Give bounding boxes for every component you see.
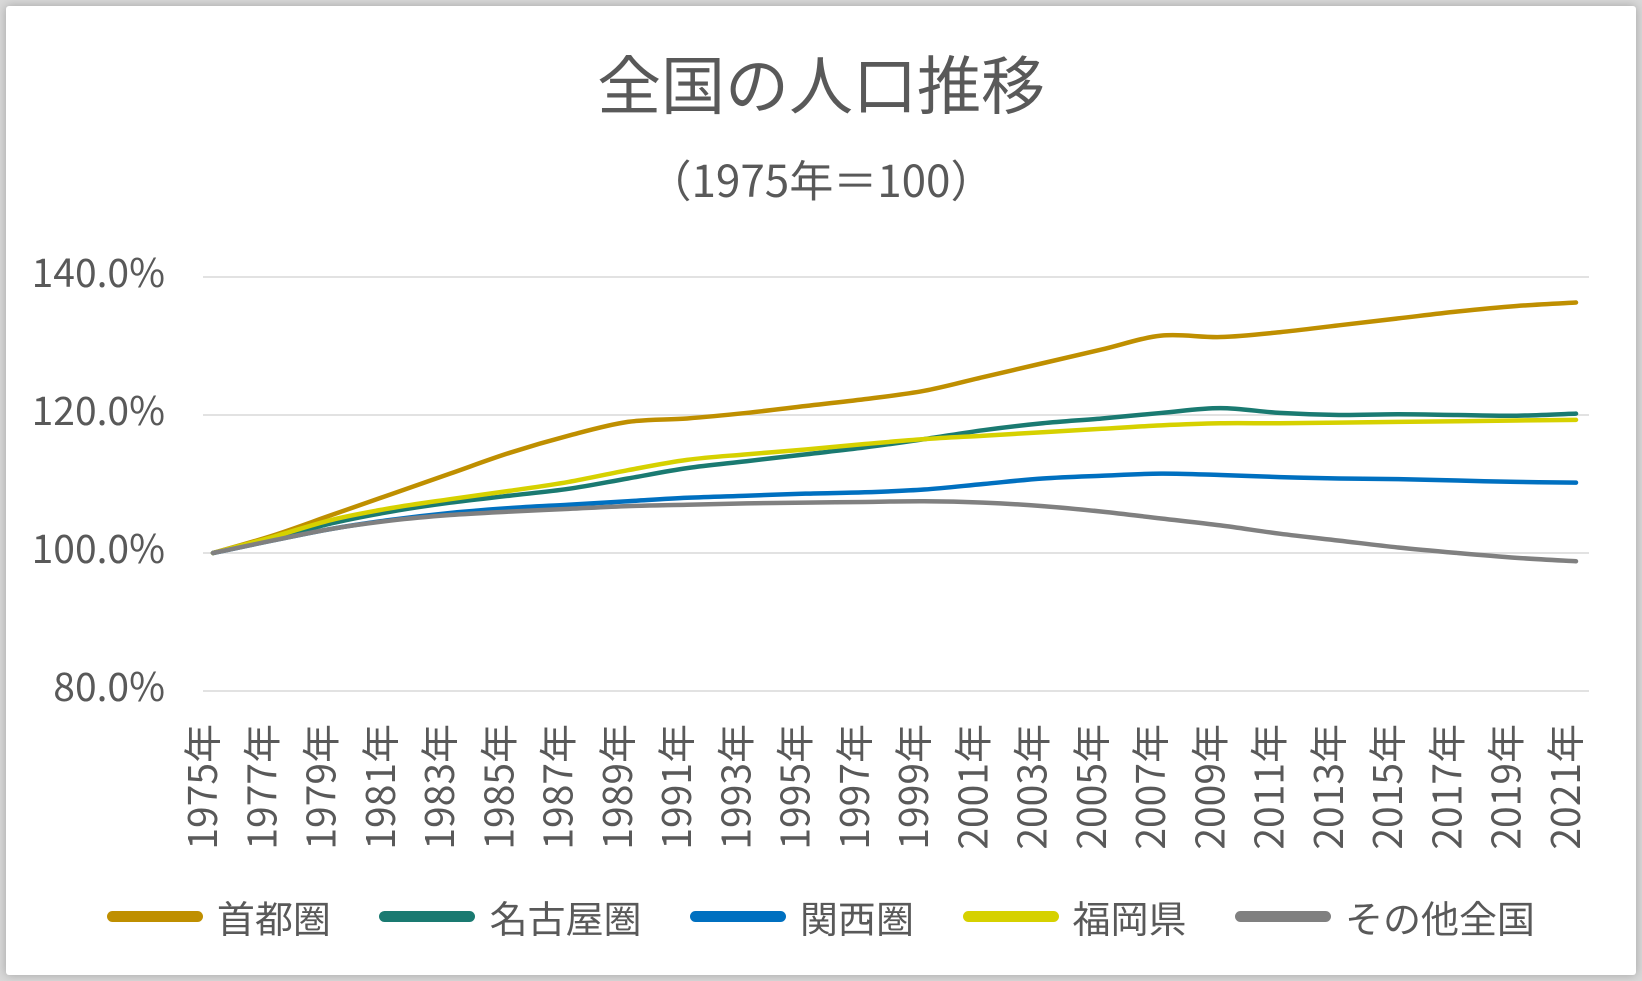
svg-text:2013年: 2013年 (1299, 724, 1355, 850)
svg-text:2015年: 2015年 (1358, 724, 1414, 850)
svg-text:1991年: 1991年 (647, 724, 703, 850)
svg-text:1999年: 1999年 (884, 724, 940, 850)
svg-text:1977年: 1977年 (232, 724, 288, 850)
svg-text:2001年: 2001年 (943, 724, 999, 850)
svg-text:2005年: 2005年 (1062, 724, 1118, 850)
svg-text:2007年: 2007年 (1121, 724, 1177, 850)
svg-text:2021年: 2021年 (1536, 724, 1592, 850)
svg-text:1979年: 1979年 (292, 724, 348, 850)
svg-text:1995年: 1995年 (766, 724, 822, 850)
svg-text:2019年: 2019年 (1477, 724, 1533, 850)
svg-text:2009年: 2009年 (1180, 724, 1236, 850)
svg-text:2003年: 2003年 (1003, 724, 1059, 850)
svg-text:1987年: 1987年 (529, 724, 585, 850)
svg-text:2017年: 2017年 (1418, 724, 1474, 850)
svg-text:1997年: 1997年 (825, 724, 881, 850)
svg-text:1993年: 1993年 (706, 724, 762, 850)
svg-text:1975年: 1975年 (173, 724, 229, 850)
svg-text:1985年: 1985年 (469, 724, 525, 850)
svg-text:1981年: 1981年 (351, 724, 407, 850)
svg-text:2011年: 2011年 (1240, 724, 1296, 850)
svg-text:1989年: 1989年 (588, 724, 644, 850)
svg-text:1983年: 1983年 (410, 724, 466, 850)
